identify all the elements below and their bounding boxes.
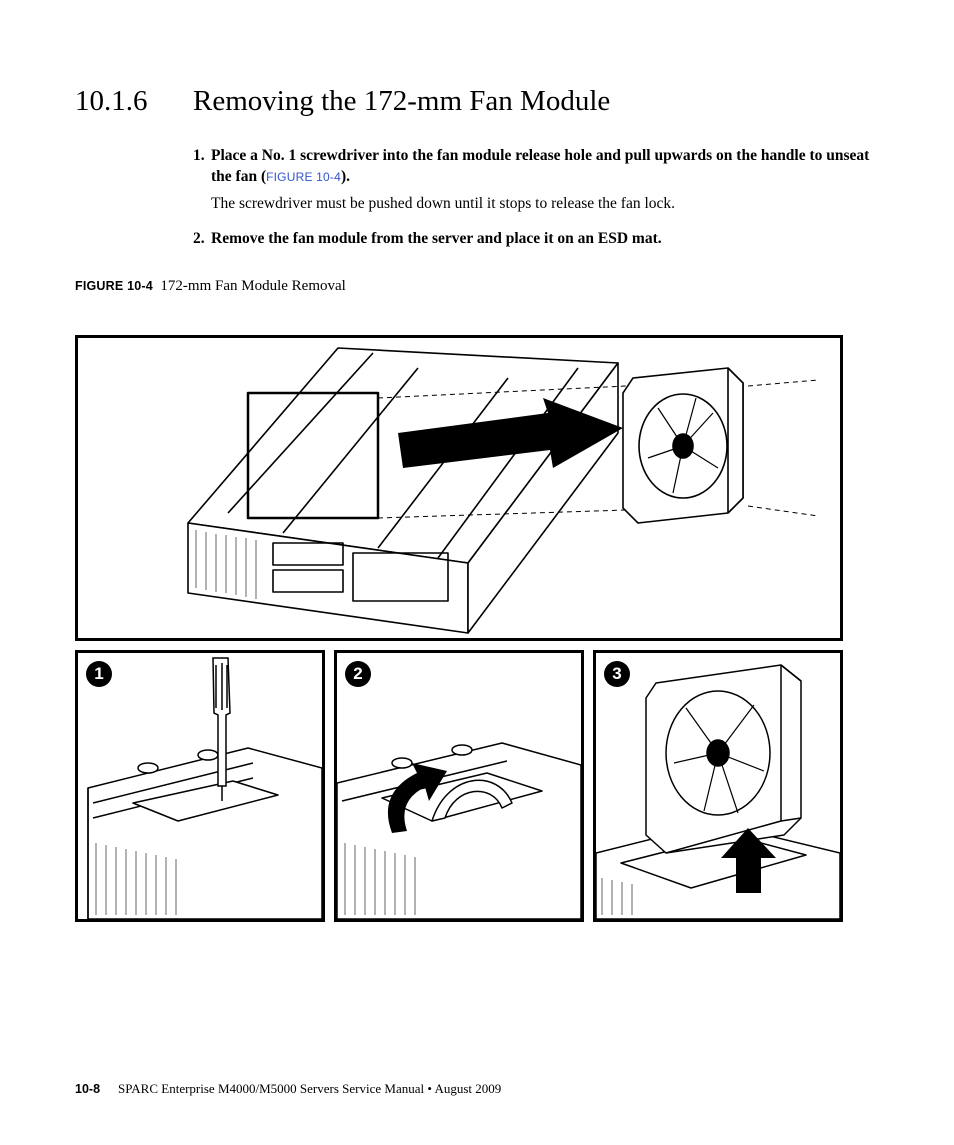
- step-detail: The screwdriver must be pushed down unti…: [211, 194, 879, 215]
- section-heading: 10.1.6 Removing the 172-mm Fan Module: [75, 85, 879, 118]
- page-number: 10-8: [75, 1082, 100, 1096]
- step-number: 2.: [193, 229, 211, 250]
- callout-badge-1: 1: [86, 661, 112, 687]
- figure-sub-panel-2: 2: [334, 650, 584, 922]
- figure-label: FIGURE 10-4: [75, 279, 153, 293]
- page-footer: 10-8 SPARC Enterprise M4000/M5000 Servers…: [75, 1081, 501, 1097]
- callout-badge-3: 3: [604, 661, 630, 687]
- figure-caption: FIGURE 10-4 172-mm Fan Module Removal: [75, 278, 879, 295]
- instruction-block: 1. Place a No. 1 screwdriver into the fa…: [193, 146, 879, 250]
- footer-text: SPARC Enterprise M4000/M5000 Servers Ser…: [118, 1081, 501, 1096]
- figure-reference-link[interactable]: FIGURE 10-4: [266, 170, 341, 184]
- figure-main-panel: [75, 335, 843, 641]
- step-body: Place a No. 1 screwdriver into the fan m…: [211, 146, 879, 188]
- callout-badge-2: 2: [345, 661, 371, 687]
- server-illustration: [78, 338, 840, 638]
- step-text-bold: Remove the fan module from the server an…: [211, 230, 662, 247]
- step-2: 2. Remove the fan module from the server…: [193, 229, 879, 250]
- section-title: Removing the 172-mm Fan Module: [193, 85, 610, 118]
- screwdriver-illustration: [78, 653, 322, 919]
- figure-area: 1: [75, 335, 843, 922]
- step-1: 1. Place a No. 1 screwdriver into the fa…: [193, 146, 879, 188]
- figure-caption-text: 172-mm Fan Module Removal: [160, 278, 345, 294]
- figure-sub-panel-3: 3: [593, 650, 843, 922]
- figure-sub-panel-1: 1: [75, 650, 325, 922]
- handle-illustration: [337, 653, 581, 919]
- section-number: 10.1.6: [75, 85, 193, 118]
- step-text-bold-post: ).: [341, 168, 350, 185]
- step-number: 1.: [193, 146, 211, 188]
- step-body: Remove the fan module from the server an…: [211, 229, 879, 250]
- fan-lift-illustration: [596, 653, 840, 919]
